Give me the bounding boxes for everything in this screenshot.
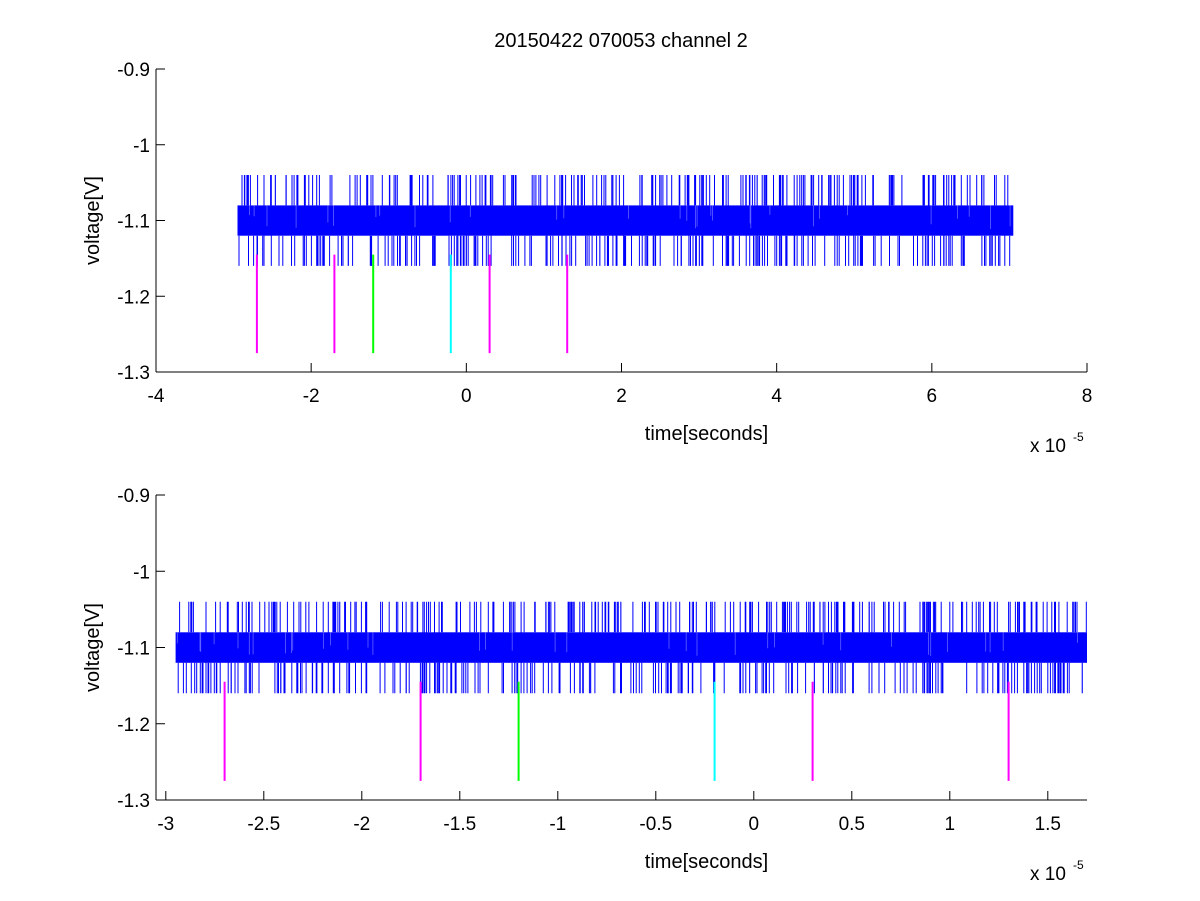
x-tick-label: -0.5 [639,814,672,835]
series-band-gaps [249,205,1011,229]
x-exponent-superscript: -5 [1073,858,1084,872]
y-tick-label: -1.1 [117,639,150,660]
x-tick-label: 1.5 [1035,814,1061,835]
x-exponent-superscript: -5 [1073,430,1084,444]
x-tick-label: -3 [157,814,174,835]
x-tick-label: -2.5 [247,814,280,835]
x-tick-label: 2 [616,386,627,407]
y-tick-label: -1 [133,136,150,157]
x-tick-label: -1.5 [443,814,476,835]
series-band [175,632,1088,663]
y-tick-label: -1.1 [117,212,150,233]
x-tick-label: -2 [303,386,320,407]
y-tick-label: -0.9 [117,486,150,507]
x-tick-label: 4 [771,386,782,407]
y-tick-label: -1 [133,562,150,583]
series-spikes [177,601,1087,694]
y-tick-label: -1.3 [117,363,150,384]
plot-2: -3 -2.5 -2 -1.5 -1 -0.5 0 0.5 1 1.5 -0.9 -1 -1.1 -1.2… [82,486,1088,885]
y-tick-label: -0.9 [117,60,150,81]
x-tick-label: -2 [353,814,370,835]
x-tick-label: 0.5 [839,814,865,835]
series-band-gaps [176,632,1078,656]
figure-title: 20150422 070053 channel 2 [494,30,748,52]
y-tick-label: -1.2 [117,715,150,736]
y-axis-label: voltage[V] [82,176,104,265]
x-tick-label: -4 [148,386,165,407]
y-tick-label: -1.2 [117,287,150,308]
x-tick-label: 6 [927,386,938,407]
x-tick-label: 8 [1082,386,1093,407]
x-axis-label: time[seconds] [645,851,768,873]
x-axis-label: time[seconds] [645,423,768,445]
y-axis-label: voltage[V] [82,603,104,692]
plot-1: -4 -2 0 2 4 6 8 -0.9 -1 -1.1 -1.2 -1.3 time[seconds]… [82,60,1092,457]
x-tick-label: -1 [549,814,566,835]
x-exponent-label: x 10 [1030,436,1066,457]
x-tick-label: 1 [945,814,956,835]
series-band [237,205,1014,236]
x-tick-label: 0 [749,814,760,835]
x-exponent-label: x 10 [1030,864,1066,885]
y-tick-label: -1.3 [117,791,150,812]
x-tick-label: 0 [461,386,472,407]
